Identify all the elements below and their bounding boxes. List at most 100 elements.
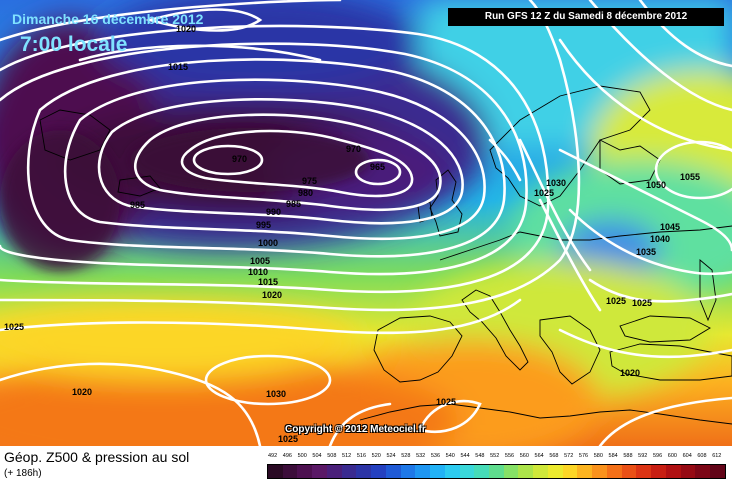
- pressure-label: 975: [302, 176, 317, 186]
- pressure-label: 1010: [248, 267, 268, 277]
- color-scale-swatch: [547, 465, 563, 478]
- color-scale-label: 580: [593, 453, 603, 459]
- color-scale-label: 608: [697, 453, 707, 459]
- color-scale-label: 604: [682, 453, 692, 459]
- color-scale-label: 532: [416, 453, 426, 459]
- color-scale-swatch: [312, 465, 327, 478]
- color-scale-swatch: [621, 465, 637, 478]
- model-run-label: Run GFS 12 Z du Samedi 8 décembre 2012: [448, 8, 724, 26]
- color-scale-swatch: [459, 465, 475, 478]
- color-scale-bar: [267, 464, 726, 479]
- pressure-label: 1025: [606, 296, 626, 306]
- color-scale-label: 552: [490, 453, 500, 459]
- color-scale-swatch: [268, 465, 283, 478]
- color-scale-label: 536: [430, 453, 441, 459]
- pressure-label: 1045: [660, 222, 680, 232]
- color-scale-label: 540: [445, 453, 455, 459]
- color-scale-label: 600: [667, 453, 677, 459]
- color-scale-label: 560: [519, 453, 529, 459]
- color-scale-swatch: [297, 465, 313, 478]
- color-scale-swatch: [385, 465, 401, 478]
- color-scale-swatch: [533, 465, 548, 478]
- color-scale-label: 548: [475, 453, 485, 459]
- color-scale-swatch: [282, 465, 298, 478]
- color-scale-label: 568: [549, 453, 559, 459]
- color-scale-label: 524: [386, 453, 396, 459]
- color-scale-swatch: [695, 465, 711, 478]
- pressure-label: 1020: [262, 290, 282, 300]
- color-scale-label: 528: [401, 453, 411, 459]
- isobars: [0, 0, 732, 446]
- color-scale-swatch: [606, 465, 622, 478]
- color-scale-label: 556: [504, 453, 515, 459]
- color-scale-swatch: [356, 465, 372, 478]
- pressure-label: 1015: [168, 62, 188, 72]
- map-canvas: 1020 1015 970 970 965 975 980 985 985 99…: [0, 0, 732, 446]
- color-scale-label: 576: [578, 453, 589, 459]
- pressure-label: 970: [346, 144, 361, 154]
- color-scale-swatch: [444, 465, 460, 478]
- color-scale-label: 572: [564, 453, 574, 459]
- pressure-label: 1020: [620, 368, 640, 378]
- color-scale-label: 508: [327, 453, 337, 459]
- pressure-label: 1030: [546, 178, 566, 188]
- color-scale-swatch: [680, 465, 696, 478]
- color-scale-swatch: [577, 465, 593, 478]
- pressure-labels: 1020 1015 970 970 965 975 980 985 985 99…: [4, 24, 700, 444]
- color-scale-label: 512: [342, 453, 352, 459]
- color-scale-label: 564: [534, 453, 544, 459]
- pressure-label: 1000: [258, 238, 278, 248]
- forecast-map: 1020 1015 970 970 965 975 980 985 985 99…: [0, 0, 732, 446]
- pressure-label: 1025: [632, 298, 652, 308]
- color-scale-swatch: [400, 465, 416, 478]
- coastlines: [39, 85, 732, 425]
- color-scale-label: 588: [623, 453, 633, 459]
- forecast-date: Dimanche 16 décembre 2012: [12, 11, 204, 27]
- color-scale-swatch: [474, 465, 490, 478]
- pressure-label: 995: [256, 220, 271, 230]
- pressure-label: 1025: [436, 397, 456, 407]
- copyright-label: Copyright © 2012 Meteociel.fr: [285, 424, 426, 435]
- pressure-label: 1005: [250, 256, 270, 266]
- color-scale-swatch: [592, 465, 607, 478]
- pressure-label: 965: [370, 162, 385, 172]
- map-title: Géop. Z500 & pression au sol: [4, 449, 190, 465]
- forecast-time: 7:00 locale: [20, 33, 128, 56]
- color-scale-label: 596: [652, 453, 663, 459]
- color-scale-swatch: [651, 465, 666, 478]
- color-scale-swatch: [518, 465, 534, 478]
- color-scale-swatch: [415, 465, 431, 478]
- lead-time: (+ 186h): [4, 468, 42, 479]
- color-scale-label: 592: [638, 453, 648, 459]
- color-scale-swatch: [710, 465, 725, 478]
- pressure-label: 1055: [680, 172, 700, 182]
- pressure-label: 990: [266, 207, 281, 217]
- pressure-label: 980: [298, 188, 313, 198]
- color-scale-swatch: [371, 465, 386, 478]
- color-scale-label: 584: [608, 453, 618, 459]
- color-scale-swatch: [489, 465, 504, 478]
- color-scale-label: 516: [356, 453, 367, 459]
- color-scale-label: 500: [297, 453, 307, 459]
- color-scale-swatch: [341, 465, 357, 478]
- color-scale-label: 612: [712, 453, 722, 459]
- color-scale-label: 504: [312, 453, 322, 459]
- color-scale-label: 544: [460, 453, 470, 459]
- color-scale-swatch: [636, 465, 652, 478]
- color-scale-swatch: [430, 465, 445, 478]
- pressure-label: 1015: [258, 277, 278, 287]
- color-scale-labels: 492 496 500 504 508 512 516 520 524 528 532 536 540 5…: [267, 453, 726, 461]
- pressure-label: 1030: [266, 389, 286, 399]
- pressure-label: 1025: [4, 322, 24, 332]
- color-scale-swatch: [326, 465, 342, 478]
- pressure-label: 1040: [650, 234, 670, 244]
- pressure-label: 970: [232, 154, 247, 164]
- legend-footer: Géop. Z500 & pression au sol (+ 186h) 49…: [0, 446, 732, 488]
- pressure-label: 1025: [534, 188, 554, 198]
- pressure-label: 985: [286, 199, 301, 209]
- pressure-label: 1020: [72, 387, 92, 397]
- pressure-label: 1050: [646, 180, 666, 190]
- color-scale-label: 520: [371, 453, 381, 459]
- color-scale-label: 496: [282, 453, 292, 459]
